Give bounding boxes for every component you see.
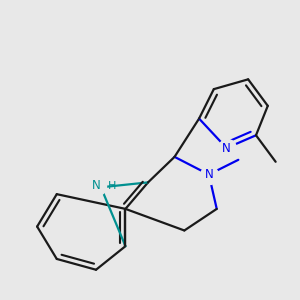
Text: H: H — [108, 181, 116, 191]
Text: N: N — [222, 142, 231, 154]
Text: N: N — [205, 168, 213, 181]
Text: N: N — [92, 179, 101, 192]
